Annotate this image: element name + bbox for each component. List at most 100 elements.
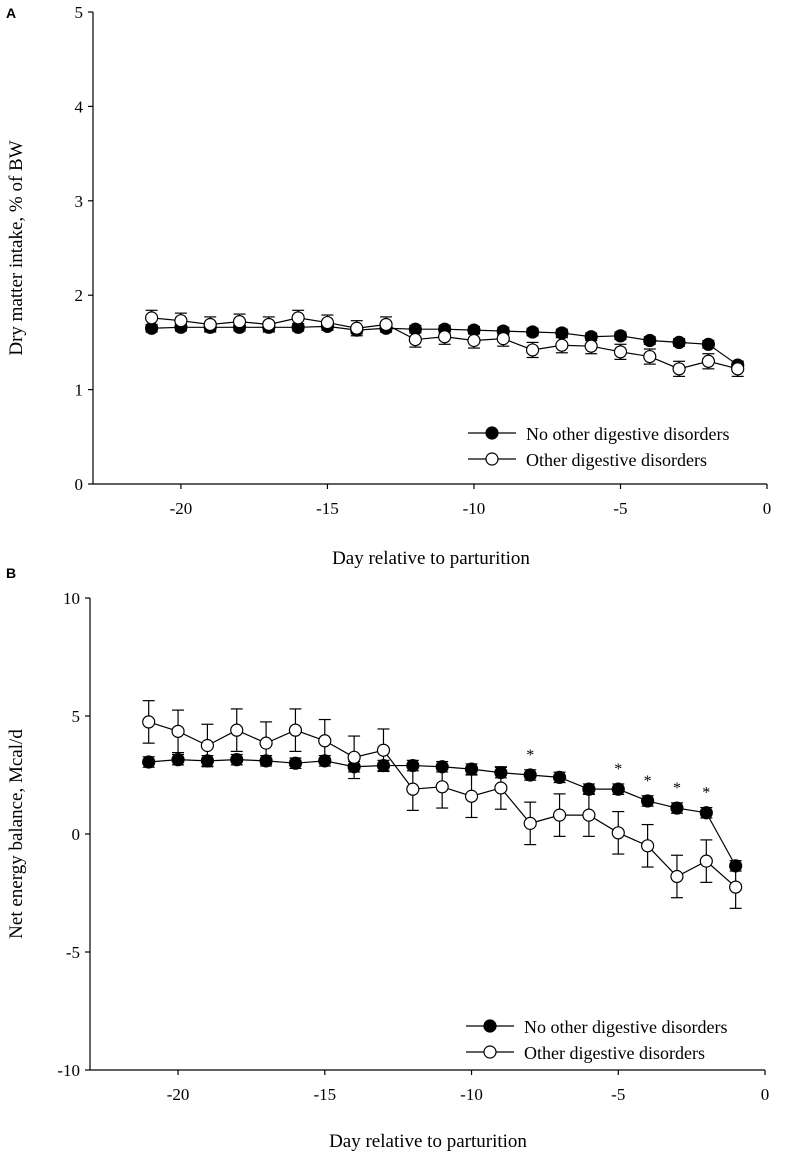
panel-b-point-no-other — [641, 794, 655, 808]
panel-b-y-tick-label: 5 — [72, 707, 81, 726]
panel-b-ylabel: Net energy balance, Mcal/d — [6, 729, 27, 939]
panel-b-point-other — [406, 782, 420, 796]
panel-b-point-other — [494, 781, 508, 795]
panel-b-point-other — [464, 789, 479, 803]
panel-a-point-other — [291, 311, 305, 325]
panel-a-legend-label-no-other: No other digestive disorders — [526, 424, 729, 444]
panel-b-point-no-other — [582, 782, 596, 796]
panel-a-point-no-other — [613, 329, 628, 343]
panel-a-x-tick-label: -20 — [170, 499, 193, 518]
panel-b-x-tick-label: -15 — [313, 1085, 336, 1104]
panel-b-point-no-other — [699, 806, 713, 820]
panel-a-x-tick-label: -5 — [613, 499, 627, 518]
panel-a-label: A — [6, 5, 16, 21]
panel-b-point-no-other — [259, 754, 273, 768]
panel-a-y-tick-label: 5 — [75, 3, 84, 22]
panel-b-point-no-other — [464, 762, 479, 776]
panel-b-point-other — [611, 826, 625, 840]
panel-b-x-tick-label: -10 — [460, 1085, 483, 1104]
panel-b-x-tick-label: -5 — [611, 1085, 625, 1104]
panel-b-point-other — [230, 723, 244, 737]
panel-a-point-no-other — [672, 335, 686, 349]
panel-b-significance-marker: * — [644, 773, 652, 790]
panel-b-point-no-other — [552, 770, 567, 784]
panel-b-point-no-other — [611, 782, 625, 796]
panel-a-x-tick-label: -15 — [316, 499, 339, 518]
panel-b-y-tick-label: -10 — [57, 1061, 80, 1080]
panel-a-x-tick-label: 0 — [763, 499, 772, 518]
panel-a-y-tick-label: 2 — [75, 286, 84, 305]
panel-b-point-other — [582, 808, 596, 822]
panel-a-point-other — [262, 317, 276, 332]
panel-a-point-other — [203, 317, 217, 332]
panel-b-point-no-other — [288, 756, 303, 770]
panel-a-point-other — [672, 362, 686, 376]
panel-a-point-other — [584, 339, 598, 353]
panel-a-point-no-other — [555, 326, 569, 340]
panel-a-point-other — [496, 332, 510, 346]
panel-b-legend-label-no-other: No other digestive disorders — [524, 1017, 727, 1037]
panel-b-point-other — [259, 736, 273, 750]
panel-b-point-other — [142, 715, 156, 729]
panel-b-point-other — [641, 839, 655, 853]
panel-a-xlabel: Day relative to parturition — [332, 548, 530, 569]
panel-b-significance-marker: * — [526, 747, 534, 764]
panel-b-point-other — [699, 854, 713, 868]
panel-a-point-other — [408, 332, 422, 347]
panel-b-significance-marker: * — [673, 780, 681, 797]
panel-a-y-tick-label: 4 — [75, 97, 84, 116]
panel-b-point-no-other — [435, 760, 449, 774]
panel-a-point-other — [350, 321, 364, 335]
panel-b-legend-label-other: Other digestive disorders — [524, 1043, 705, 1063]
panel-b-plot: -10 -5 0 5 10 -20 -15 -10 -5 0 * * * * * — [57, 589, 769, 1104]
panel-a-x-tick-label: -10 — [463, 499, 486, 518]
panel-a-legend-label-other: Other digestive disorders — [526, 450, 707, 470]
panel-b-point-other — [318, 734, 332, 748]
panel-b-point-other — [729, 880, 743, 894]
panel-a-point-other — [232, 315, 247, 329]
panel-a-y-tick-label: 3 — [75, 192, 84, 211]
panel-a-point-other — [438, 330, 452, 344]
panel-a-point-other — [174, 314, 188, 328]
panel-b-x-tick-label: -20 — [167, 1085, 190, 1104]
panel-a-legend-marker-no-other — [485, 426, 499, 440]
panel-a-point-other — [701, 354, 715, 368]
panel-a-y-tick-label: 1 — [75, 381, 84, 400]
panel-a-ylabel: Dry matter intake, % of BW — [6, 140, 27, 355]
panel-b-point-other — [288, 723, 303, 737]
panel-b-point-other — [523, 816, 537, 830]
panel-a-point-other — [467, 333, 481, 348]
panel-a-point-other — [379, 317, 393, 332]
panel-b-point-other — [200, 738, 214, 753]
panel-b-point-no-other — [142, 755, 156, 769]
panel-b-y-tick-label: 10 — [63, 589, 80, 608]
panel-b-point-other — [670, 869, 684, 884]
panel-a-point-other — [643, 349, 657, 364]
panel-a-point-no-other — [701, 337, 715, 351]
panel-b-legend-marker-no-other — [483, 1019, 497, 1033]
panel-b-xlabel: Day relative to parturition — [329, 1131, 527, 1152]
panel-b-y-tick-label: 0 — [72, 825, 81, 844]
panel-b-point-no-other — [230, 753, 244, 767]
panel-a-point-no-other — [525, 325, 540, 339]
panel-b-point-other — [435, 780, 449, 794]
panel-b-point-no-other — [494, 766, 508, 780]
panel-b-label: B — [6, 565, 16, 581]
panel-b-point-other — [171, 724, 185, 738]
panel-a-point-other — [555, 338, 569, 352]
panel-b-point-no-other — [171, 753, 185, 767]
panel-b-point-other — [552, 808, 567, 822]
panel-b-point-no-other — [523, 768, 537, 782]
panel-a-point-other — [145, 311, 159, 325]
panel-b-point-no-other — [200, 754, 214, 768]
panel-b-significance-marker: * — [702, 785, 710, 802]
panel-a-plot: 0 1 2 3 4 5 -20 -15 -10 -5 0 — [75, 3, 772, 518]
panel-a-point-other — [320, 315, 335, 330]
panel-a-point-other — [525, 343, 540, 357]
panel-a-y-tick-label: 0 — [75, 475, 84, 494]
panel-b-point-no-other — [670, 801, 684, 815]
panel-b-point-other — [376, 743, 391, 757]
panel-b-point-no-other — [376, 758, 391, 773]
panel-a-legend-marker-other — [485, 452, 499, 466]
